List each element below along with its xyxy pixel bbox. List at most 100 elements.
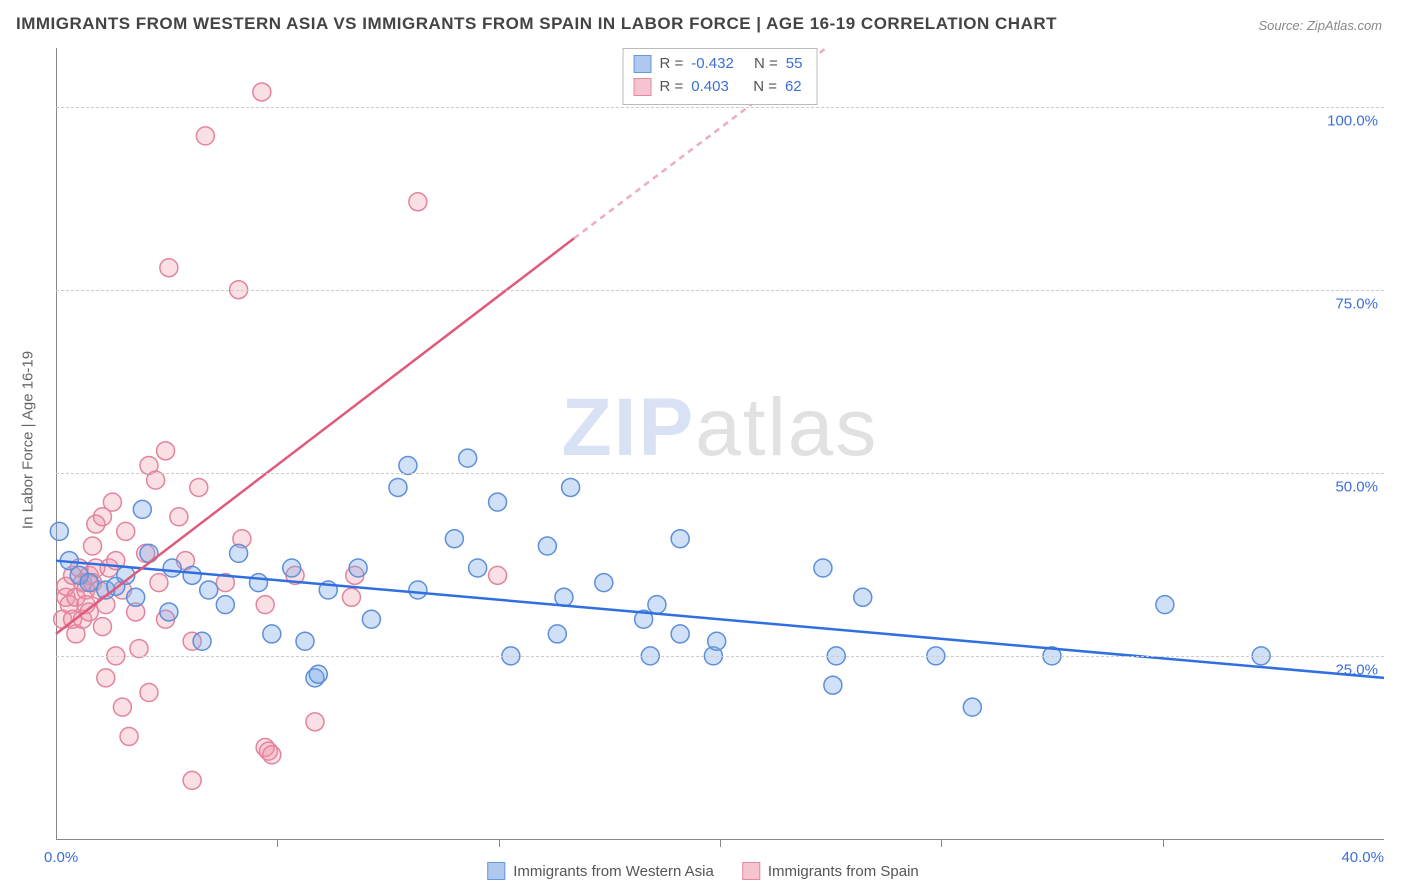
x-tick-label-max: 40.0% — [1341, 849, 1384, 866]
legend-label-1: Immigrants from Spain — [768, 863, 919, 880]
data-point — [283, 559, 301, 577]
data-point — [469, 559, 487, 577]
data-point — [445, 530, 463, 548]
y-tick-label: 50.0% — [1335, 478, 1378, 495]
data-point — [163, 559, 181, 577]
plot-area: ZIPatlas R = -0.432 N = 55 R = 0.403 N =… — [56, 48, 1384, 840]
grid-line — [56, 107, 1384, 108]
y-axis-label: In Labor Force | Age 16-19 — [20, 351, 37, 529]
data-point — [120, 727, 138, 745]
legend-row-0: R = -0.432 N = 55 — [634, 53, 803, 76]
swatch-icon — [634, 55, 652, 73]
data-point — [147, 471, 165, 489]
data-point — [489, 566, 507, 584]
y-tick-label: 75.0% — [1335, 295, 1378, 312]
r-value-0: -0.432 — [691, 53, 734, 76]
x-tick-label-min: 0.0% — [44, 849, 78, 866]
data-point — [409, 193, 427, 211]
x-tick — [277, 839, 278, 847]
data-point — [253, 83, 271, 101]
data-point — [389, 478, 407, 496]
data-point — [183, 771, 201, 789]
data-point — [103, 493, 121, 511]
data-point — [459, 449, 477, 467]
data-point — [1156, 596, 1174, 614]
r-label: R = — [660, 76, 684, 99]
data-point — [555, 588, 573, 606]
legend-row-1: R = 0.403 N = 62 — [634, 76, 803, 99]
data-point — [230, 544, 248, 562]
data-point — [595, 574, 613, 592]
data-point — [130, 640, 148, 658]
correlation-legend: R = -0.432 N = 55 R = 0.403 N = 62 — [623, 48, 818, 105]
data-point — [140, 684, 158, 702]
data-point — [117, 522, 135, 540]
n-label: N = — [754, 53, 778, 76]
data-point — [854, 588, 872, 606]
data-point — [309, 665, 327, 683]
data-point — [489, 493, 507, 511]
x-tick — [941, 839, 942, 847]
swatch-icon — [487, 862, 505, 880]
legend-item-1: Immigrants from Spain — [742, 862, 919, 880]
legend-label-0: Immigrants from Western Asia — [513, 863, 714, 880]
series-legend: Immigrants from Western Asia Immigrants … — [487, 862, 919, 880]
data-point — [708, 632, 726, 650]
data-point — [157, 442, 175, 460]
data-point — [256, 596, 274, 614]
grid-line — [56, 656, 1384, 657]
r-label: R = — [660, 53, 684, 76]
data-point — [814, 559, 832, 577]
data-point — [193, 632, 211, 650]
x-tick — [1163, 839, 1164, 847]
data-point — [190, 478, 208, 496]
data-point — [93, 618, 111, 636]
data-point — [127, 588, 145, 606]
x-tick — [499, 839, 500, 847]
data-point — [97, 669, 115, 687]
swatch-icon — [634, 78, 652, 96]
data-point — [538, 537, 556, 555]
grid-line — [56, 473, 1384, 474]
swatch-icon — [742, 862, 760, 880]
data-point — [824, 676, 842, 694]
source-attribution: Source: ZipAtlas.com — [1258, 18, 1382, 33]
n-label: N = — [753, 76, 777, 99]
data-point — [196, 127, 214, 145]
x-tick — [720, 839, 721, 847]
data-point — [84, 537, 102, 555]
grid-line — [56, 290, 1384, 291]
data-point — [133, 500, 151, 518]
data-point — [160, 603, 178, 621]
data-point — [548, 625, 566, 643]
n-value-0: 55 — [786, 53, 803, 76]
chart-canvas — [56, 48, 1384, 839]
data-point — [216, 596, 234, 614]
data-point — [648, 596, 666, 614]
data-point — [50, 522, 68, 540]
y-tick-label: 25.0% — [1335, 661, 1378, 678]
data-point — [170, 508, 188, 526]
data-point — [263, 746, 281, 764]
data-point — [409, 581, 427, 599]
data-point — [200, 581, 218, 599]
data-point — [183, 566, 201, 584]
data-point — [399, 456, 417, 474]
data-point — [113, 698, 131, 716]
data-point — [562, 478, 580, 496]
data-point — [963, 698, 981, 716]
y-tick-label: 100.0% — [1327, 112, 1378, 129]
data-point — [671, 530, 689, 548]
data-point — [250, 574, 268, 592]
data-point — [80, 574, 98, 592]
data-point — [342, 588, 360, 606]
chart-title: IMMIGRANTS FROM WESTERN ASIA VS IMMIGRAN… — [16, 14, 1057, 34]
data-point — [263, 625, 281, 643]
data-point — [349, 559, 367, 577]
data-point — [671, 625, 689, 643]
legend-item-0: Immigrants from Western Asia — [487, 862, 714, 880]
data-point — [296, 632, 314, 650]
data-point — [150, 574, 168, 592]
r-value-1: 0.403 — [691, 76, 729, 99]
data-point — [306, 713, 324, 731]
